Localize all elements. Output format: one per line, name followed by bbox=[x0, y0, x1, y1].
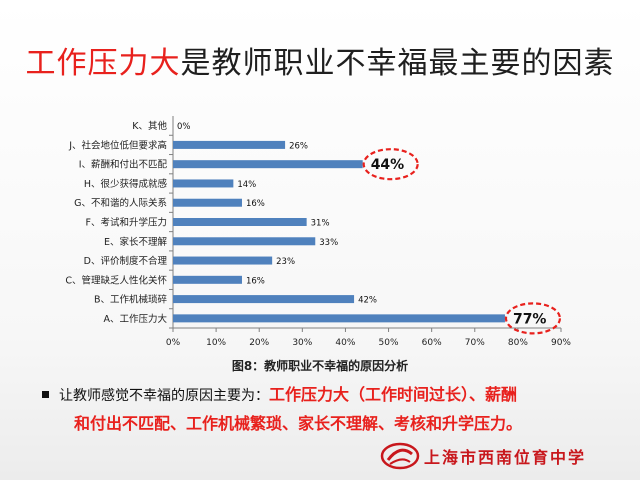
category-label: F、考试和升学压力 bbox=[86, 217, 167, 229]
category-label: G、不和谐的人际关系 bbox=[74, 197, 167, 209]
x-tick-label: 40% bbox=[335, 338, 355, 348]
x-tick-label: 70% bbox=[465, 338, 485, 348]
x-tick-label: 90% bbox=[551, 338, 571, 348]
bullet-icon bbox=[42, 390, 49, 398]
bar bbox=[173, 275, 242, 284]
x-tick-label: 80% bbox=[508, 338, 528, 348]
category-label: C、管理缺乏人性化关怀 bbox=[65, 274, 167, 286]
data-label: 42% bbox=[358, 296, 377, 306]
bar bbox=[173, 140, 286, 149]
data-label: 26% bbox=[289, 141, 308, 151]
highlight-circle bbox=[504, 302, 562, 335]
data-label: 16% bbox=[246, 199, 265, 209]
data-label: 33% bbox=[319, 238, 338, 248]
title-rest: 是教师职业不幸福最主要的因素 bbox=[180, 46, 615, 81]
data-label: 0% bbox=[177, 122, 191, 132]
x-tick-label: 60% bbox=[422, 338, 442, 348]
bar bbox=[173, 314, 505, 323]
bar bbox=[173, 256, 273, 265]
bar bbox=[173, 237, 316, 246]
category-label: I、薪酬和付出不匹配 bbox=[79, 159, 168, 171]
bar bbox=[173, 160, 363, 169]
slide-title: 工作压力大是教师职业不幸福最主要的因素 bbox=[0, 38, 640, 82]
school-logo-icon bbox=[380, 442, 420, 470]
school-footer: 上海市西南位育中学 bbox=[380, 440, 632, 472]
data-label: 77% bbox=[513, 311, 547, 327]
x-tick-label: 20% bbox=[249, 338, 269, 348]
chart-caption: 图8：教师职业不幸福的原因分析 bbox=[231, 359, 409, 373]
category-label: K、其他 bbox=[132, 120, 167, 132]
bar bbox=[173, 179, 234, 188]
bar-chart: 0% 10% 20% 30% 40% 50% 60% 70% 80% 90% A、工作压力大 77% B… bbox=[65, 116, 571, 348]
school-name: 上海市西南位育中学 bbox=[424, 448, 587, 467]
x-tick-label: 10% bbox=[206, 338, 226, 348]
category-label: E、家长不理解 bbox=[104, 236, 168, 248]
bar bbox=[173, 198, 242, 207]
category-label: J、社会地位低但要求高 bbox=[68, 139, 167, 151]
title-highlight: 工作压力大 bbox=[25, 46, 181, 81]
x-tick-label: 30% bbox=[292, 338, 312, 348]
highlight-circle bbox=[362, 148, 419, 181]
summary-text: 让教师感觉不幸福的原因主要为：工作压力大（工作时间过长）、薪酬 和付出不匹配、工… bbox=[42, 381, 602, 439]
bar bbox=[173, 218, 307, 226]
data-label: 16% bbox=[246, 276, 265, 286]
data-label: 31% bbox=[311, 219, 330, 229]
x-tick-label: 50% bbox=[379, 338, 399, 348]
summary-red-part1: 工作压力大（工作时间过长）、薪酬 bbox=[269, 385, 518, 404]
summary-red-part2: 和付出不匹配、工作机械繁琐、家长不理解、考核和升学压力。 bbox=[74, 414, 523, 433]
bar bbox=[173, 295, 355, 304]
data-label: 44% bbox=[371, 157, 405, 173]
summary-lead: 让教师感觉不幸福的原因主要为： bbox=[59, 388, 269, 404]
category-label: H、很少获得成就感 bbox=[84, 178, 168, 190]
category-label: B、工作机械琐碎 bbox=[94, 294, 168, 306]
data-label: 23% bbox=[276, 257, 295, 267]
category-label: A、工作压力大 bbox=[104, 313, 168, 325]
x-tick-label: 0% bbox=[166, 338, 181, 348]
category-label: D、评价制度不合理 bbox=[84, 255, 168, 267]
data-label: 14% bbox=[237, 180, 256, 190]
